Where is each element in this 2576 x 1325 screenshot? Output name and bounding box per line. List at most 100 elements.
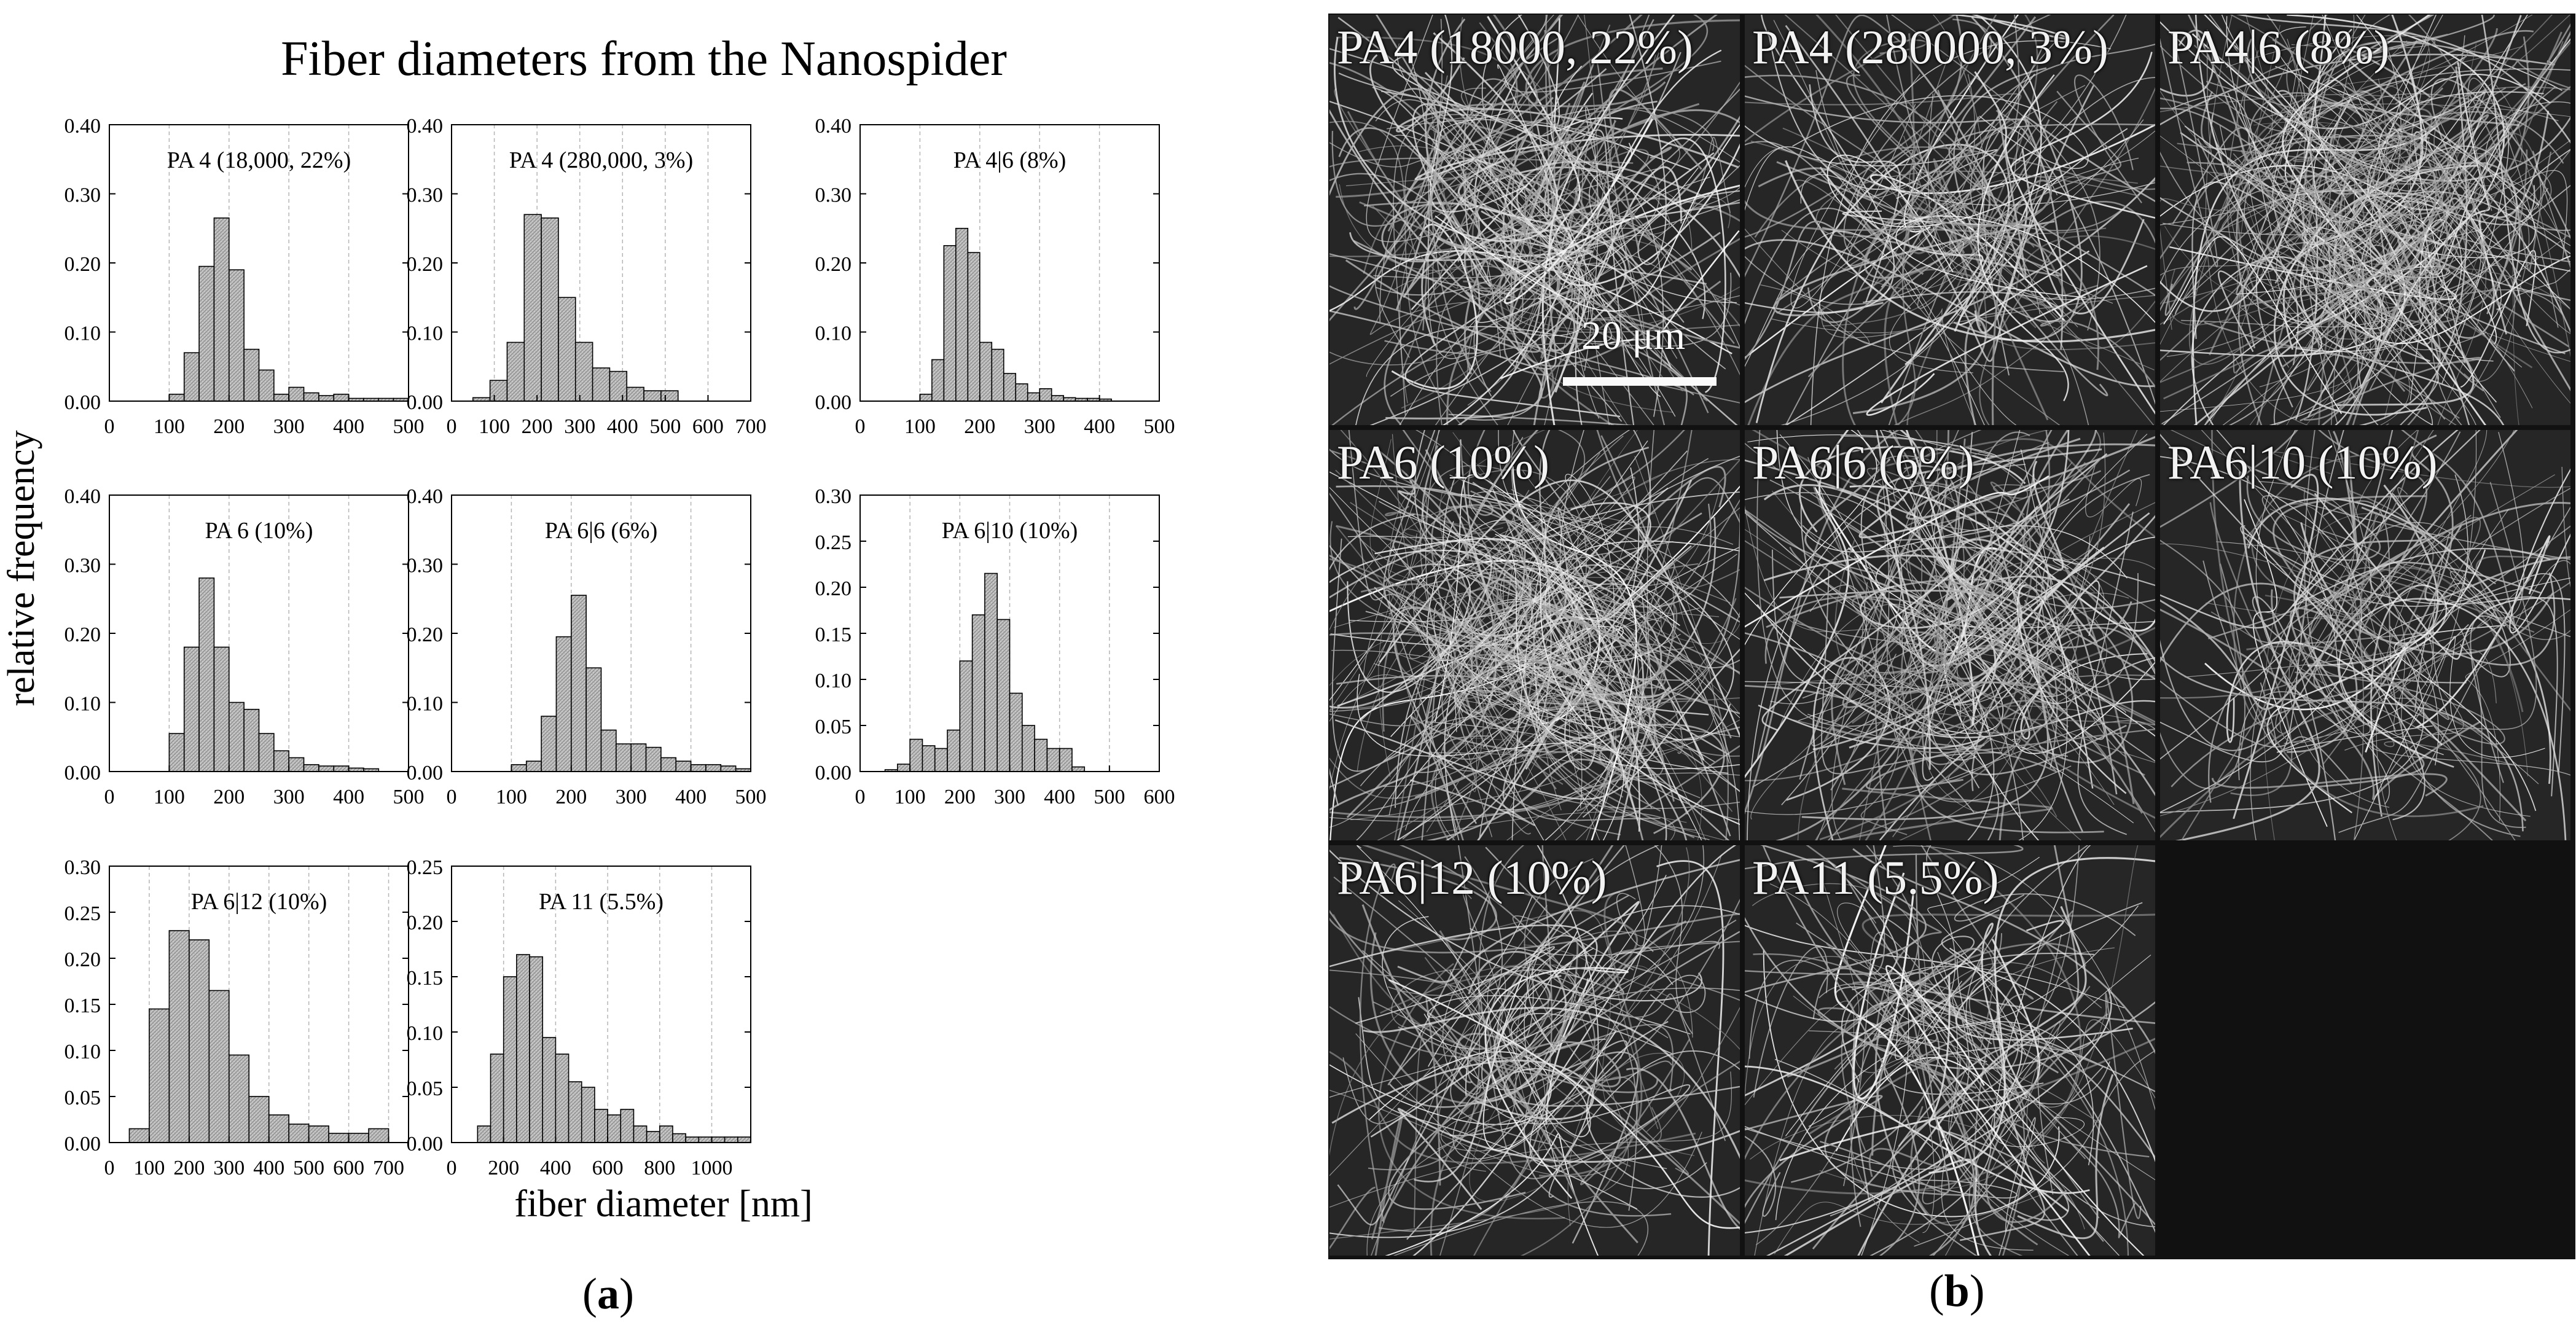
y-tick-label: 0.30: [65, 184, 101, 207]
y-axis-label: relative frequency: [1, 430, 42, 706]
histogram-bar: [690, 764, 707, 772]
y-tick-label: 0.10: [407, 693, 444, 716]
histogram-bar: [897, 764, 910, 772]
histogram-bar: [288, 1124, 310, 1143]
sem-label: PA4 (280000, 3%): [1752, 20, 2108, 74]
histogram-title: PA 6|12 (10%): [191, 889, 327, 915]
y-tick-label: 0.15: [65, 995, 101, 1017]
y-tick-label: 0.20: [407, 623, 444, 646]
histogram-bar: [931, 359, 945, 402]
x-tick-label: 0: [855, 786, 866, 808]
histogram-bar: [711, 1136, 726, 1143]
y-tick-label: 0.05: [407, 1077, 444, 1100]
y-tick-label: 0.00: [815, 391, 852, 414]
x-tick-label: 600: [333, 1157, 364, 1179]
sem-fiber-texture: [1329, 15, 1740, 425]
y-tick-label: 0.40: [65, 485, 101, 508]
histogram-bar: [368, 1128, 390, 1143]
y-tick-label: 0.30: [407, 555, 444, 577]
y-tick-label: 0.20: [407, 912, 444, 934]
x-tick-label: 400: [540, 1157, 571, 1179]
sem-fiber-texture: [2160, 15, 2570, 425]
y-tick-label: 0.10: [815, 670, 852, 692]
histogram-bar: [1015, 383, 1028, 402]
histogram-bar: [243, 708, 260, 772]
y-tick-label: 0.30: [815, 184, 852, 207]
x-tick-label: 100: [895, 786, 926, 808]
histogram-bar: [248, 1096, 270, 1143]
y-tick-label: 0.00: [407, 1133, 444, 1155]
histogram-bar: [705, 764, 722, 772]
histogram-bar: [258, 369, 275, 402]
x-tick-label: 100: [154, 415, 185, 438]
histogram-bar: [303, 764, 319, 772]
histogram-3: 0.00 0.10 0.20 0.30 0.40 0 100 200 300 400 500 PA 6…: [65, 485, 425, 808]
x-tick-label: 500: [393, 786, 425, 808]
x-tick-label: 300: [994, 786, 1025, 808]
histogram-bar: [720, 765, 737, 772]
histogram-bar: [685, 1136, 700, 1143]
histogram-bar: [318, 395, 335, 402]
histogram-bar: [489, 380, 508, 402]
x-tick-label: 400: [253, 1157, 284, 1179]
histogram-bar: [1059, 748, 1073, 772]
x-tick-label: 500: [393, 415, 425, 438]
histogram-bar: [630, 743, 647, 772]
x-tick-label: 500: [649, 415, 681, 438]
histogram-bar: [1046, 748, 1060, 772]
histogram-5: 0.00 0.05 0.10 0.15 0.20 0.25 0.30 0 100 200 300 40…: [815, 485, 1175, 808]
histogram-bar: [616, 743, 632, 772]
histogram-title: PA 4 (18,000, 22%): [167, 147, 351, 173]
sem-fiber-texture: [1329, 430, 1740, 840]
x-tick-label: 200: [944, 786, 976, 808]
histogram-bar: [1071, 766, 1086, 772]
x-tick-label: 300: [616, 786, 647, 808]
histogram-bar: [228, 269, 245, 402]
x-tick-label: 700: [373, 1157, 404, 1179]
histogram-bar: [659, 1125, 673, 1143]
histogram-bar: [525, 760, 542, 772]
y-tick-label: 0.15: [407, 967, 444, 990]
scale-bar-label: 20 μm: [1581, 313, 1686, 358]
histogram-bar: [984, 573, 998, 772]
y-tick-label: 0.30: [65, 856, 101, 879]
histogram-bar: [672, 1133, 686, 1143]
y-tick-label: 0.30: [65, 555, 101, 577]
histogram-bar: [318, 765, 335, 772]
histogram-panel: Fiber diameters from the Nanospider rela…: [1, 32, 1175, 1318]
histogram-bar: [198, 577, 215, 772]
histogram-bar: [198, 265, 215, 402]
x-tick-label: 500: [1094, 786, 1125, 808]
x-axis-label: fiber diameter [nm]: [514, 1183, 812, 1225]
histogram-bar: [258, 733, 275, 772]
x-tick-label: 400: [607, 415, 638, 438]
histogram-title: PA 11 (5.5%): [539, 889, 664, 915]
x-tick-label: 600: [1144, 786, 1175, 808]
histogram-bar: [333, 393, 350, 402]
x-tick-label: 500: [735, 786, 767, 808]
histogram-bar: [1009, 692, 1023, 772]
x-tick-label: 200: [213, 786, 245, 808]
histogram-bar: [581, 1087, 595, 1143]
x-tick-label: 600: [592, 1157, 624, 1179]
histogram-bar: [568, 1081, 582, 1143]
sem-fiber-texture: [2160, 430, 2570, 840]
x-tick-label: 200: [964, 415, 995, 438]
y-tick-label: 0.00: [407, 762, 444, 784]
x-tick-label: 400: [1044, 786, 1075, 808]
histogram-bar: [909, 738, 923, 772]
y-tick-label: 0.05: [65, 1087, 101, 1109]
sem-label: PA4 (18000, 22%): [1337, 20, 1693, 74]
histogram-bar: [328, 1133, 350, 1143]
histogram-bar: [558, 297, 576, 402]
histogram-bar: [959, 660, 973, 772]
x-tick-label: 300: [273, 786, 305, 808]
plot-frame: [451, 866, 751, 1143]
y-tick-label: 0.00: [65, 391, 101, 414]
histogram-bar: [1027, 392, 1040, 402]
x-tick-label: 500: [1144, 415, 1175, 438]
y-tick-label: 0.25: [815, 531, 852, 554]
histogram-1: 0.00 0.10 0.20 0.30 0.40 0 100 200 300 400 500 600 7…: [407, 115, 767, 438]
sem-fiber-texture: [1329, 845, 1740, 1256]
y-tick-label: 0.10: [407, 322, 444, 345]
